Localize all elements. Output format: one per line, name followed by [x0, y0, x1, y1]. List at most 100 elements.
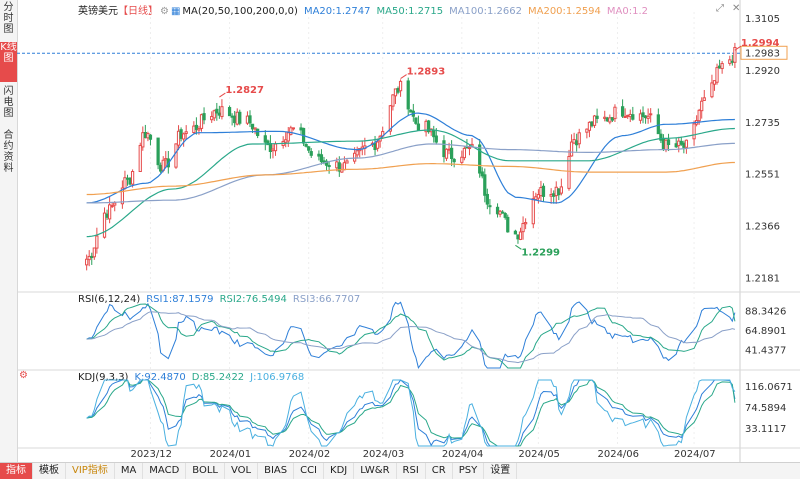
candle-body: [202, 113, 206, 121]
candle-body: [176, 130, 181, 146]
candle-body: [613, 106, 617, 120]
candle-body: [501, 211, 505, 214]
current-price-tag: [740, 45, 788, 60]
price-tick-label: 1.2735: [745, 118, 780, 129]
candle-body: [480, 171, 484, 177]
candle-body: [610, 117, 615, 121]
candle-body: [712, 80, 717, 85]
ma-legend: 英镑美元【日线】 ⚙ ▦ MA(20,50,100,200,0,0) MA20:1.27…: [78, 2, 654, 17]
sidebar-tab-kline[interactable]: K线图: [0, 42, 17, 82]
candle-body: [434, 135, 438, 143]
candle-body: [120, 187, 125, 205]
candle-body: [521, 222, 525, 233]
symbol-name: 英镑美元: [78, 6, 118, 17]
candle-body: [230, 115, 234, 118]
price-tick-label: 1.2366: [745, 222, 780, 233]
indicator-tab-vol[interactable]: VOL: [225, 463, 259, 479]
candle-body: [284, 139, 288, 143]
sidebar-tab-timeshare[interactable]: 分时图: [3, 2, 14, 35]
candle-body: [641, 112, 645, 118]
indicator-tab-cr[interactable]: CR: [426, 463, 453, 479]
candle-body: [123, 177, 127, 189]
date-tick-label: 2024/04: [442, 449, 484, 460]
candle-body: [666, 139, 671, 146]
annotation-pointer: [515, 244, 522, 250]
date-tick-label: 2024/01: [210, 449, 252, 460]
close-icon[interactable]: ✕: [732, 3, 741, 14]
candle-body: [102, 212, 107, 238]
candle-body: [263, 135, 267, 143]
kdj-d-value: D:85.2422: [191, 372, 245, 383]
candle-body: [592, 115, 597, 126]
candle-body: [503, 213, 507, 218]
candle-body: [608, 117, 612, 123]
indicator-tab-[interactable]: 指标: [0, 463, 33, 479]
candle-body: [248, 115, 252, 124]
rsi-tick-label: 41.4377: [745, 345, 786, 356]
rsi-tick-label: 88.3426: [745, 307, 786, 318]
price-annotation: 1.2994: [741, 38, 780, 49]
candle-body: [289, 127, 293, 135]
indicator-tab-bias[interactable]: BIAS: [258, 463, 295, 479]
expand-icon[interactable]: ⤢: [716, 3, 724, 14]
kdj-legend: KDJ(9,3,3) K:92.4870 D:85.2422 J:106.9768: [78, 372, 310, 383]
candle-body: [396, 88, 400, 93]
sidebar-tab-contract[interactable]: 合约资料: [3, 130, 14, 174]
candle-body: [506, 216, 510, 233]
indicator-tab-ma[interactable]: MA: [115, 463, 144, 479]
date-tick-label: 2024/06: [597, 449, 639, 460]
period-label[interactable]: 【日线】: [118, 6, 158, 17]
candle-body: [324, 160, 329, 166]
candle-body: [353, 152, 357, 162]
candle-body: [337, 162, 341, 172]
indicator-tab-bar: 指标 模板 VIP指标 MA MACD BOLL VOL BIAS CCI KDJ LW&R RSI C…: [0, 462, 800, 479]
kdj-settings-icon[interactable]: ⚙: [19, 370, 28, 381]
kdj-tick-label: 33.1117: [745, 424, 786, 435]
kline-chart[interactable]: 1.3105 1.2920 1.2735 1.2551 1.2366 1.2181 1.29…: [17, 0, 800, 462]
indicator-tab-[interactable]: 设置: [484, 463, 518, 479]
ma20-value: MA20:1.2747: [303, 6, 371, 17]
rsi3-line: [86, 311, 736, 364]
candle-body: [674, 143, 678, 148]
indicator-tab-cci[interactable]: CCI: [294, 463, 325, 479]
indicator-tab-psy[interactable]: PSY: [453, 463, 485, 479]
candle-body: [128, 177, 132, 185]
candle-body: [355, 150, 359, 156]
candle-body: [156, 137, 160, 166]
candle-body: [549, 193, 553, 197]
candle-body: [715, 67, 719, 83]
candle-body: [559, 186, 563, 194]
indicator-tab-lwr[interactable]: LW&R: [354, 463, 397, 479]
candle-body: [164, 158, 168, 161]
rsi1-value: RSI1:87.1579: [146, 294, 214, 305]
candle-body: [105, 213, 109, 218]
candle-body: [646, 115, 650, 119]
indicator-tab-macd[interactable]: MACD: [143, 463, 187, 479]
annotation-pointer: [219, 92, 226, 98]
candle-body: [661, 138, 666, 150]
candle-body: [90, 255, 94, 259]
rsi1-line: [86, 301, 736, 369]
indicator-tab-kdj[interactable]: KDJ: [324, 463, 355, 479]
candle-body: [194, 124, 199, 130]
indicator-tab-[interactable]: 模板: [33, 463, 66, 479]
sidebar-tab-flash[interactable]: 闪电图: [3, 86, 14, 119]
indicator-tab-rsi[interactable]: RSI: [397, 463, 426, 479]
settings-gear-icon[interactable]: ⚙: [160, 6, 169, 17]
candle-body: [215, 108, 219, 114]
kdj-k-value: K:92.4870: [134, 372, 186, 383]
candle-body: [605, 117, 609, 122]
kdj-title: KDJ(9,3,3): [78, 372, 129, 383]
candle-body: [345, 160, 349, 164]
candle-body: [541, 185, 546, 197]
candle-body: [534, 196, 538, 201]
candle-body: [95, 235, 99, 249]
candle-body: [585, 128, 589, 133]
candle-body: [649, 113, 653, 116]
candle-body: [271, 148, 275, 152]
indicator-tab-vip[interactable]: VIP指标: [66, 463, 115, 479]
indicator-tab-boll[interactable]: BOLL: [186, 463, 225, 479]
indicator-grid-icon[interactable]: ▦: [170, 6, 181, 17]
candle-body: [342, 162, 347, 171]
candle-body: [623, 116, 627, 119]
